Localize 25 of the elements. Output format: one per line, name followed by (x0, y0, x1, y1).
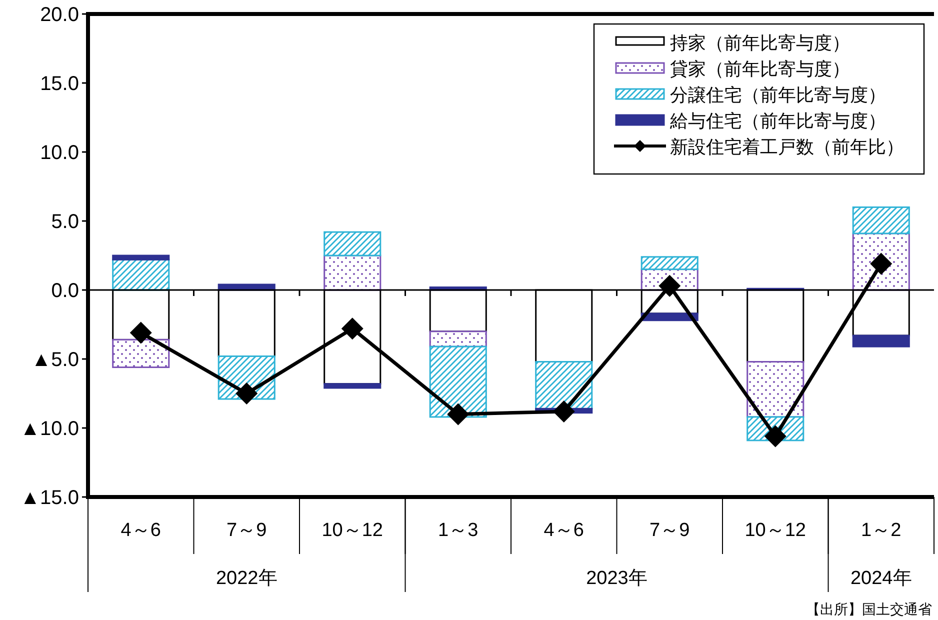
x-tick-label: 10～12 (744, 520, 806, 541)
y-tick-label: ▲15.0 (20, 487, 79, 509)
y-tick-label: 0.0 (51, 280, 79, 302)
legend-label: 持家（前年比寄与度） (670, 33, 850, 53)
y-tick-label: 20.0 (40, 4, 79, 26)
x-tick-label: 1～2 (861, 520, 902, 541)
y-tick-label: ▲5.0 (31, 349, 79, 371)
legend-label: 分譲住宅（前年比寄与度） (670, 85, 886, 105)
text: 2024年 (850, 568, 912, 589)
x-tick-label: 7～9 (650, 520, 690, 541)
x-tick-label: 4～6 (120, 520, 161, 541)
y-tick-label: 5.0 (51, 211, 79, 233)
text: 2022年 (216, 568, 278, 589)
x-tick-label: 7～9 (226, 520, 267, 541)
x-tick-label: 4～6 (544, 520, 584, 541)
y-tick-label: ▲10.0 (20, 418, 79, 440)
legend-label: 給与住宅（前年比寄与度） (669, 111, 886, 131)
text: 【出所】国土交通省 (806, 601, 932, 617)
x-tick-label: 1～3 (438, 520, 478, 541)
legend-label: 新設住宅着工戸数（前年比） (670, 137, 904, 157)
text: 2023年 (586, 568, 648, 589)
legend-label: 貸家（前年比寄与度） (670, 59, 850, 79)
x-tick-label: 10～12 (322, 520, 384, 541)
y-tick-label: 15.0 (40, 73, 79, 95)
y-tick-label: 10.0 (40, 142, 79, 164)
